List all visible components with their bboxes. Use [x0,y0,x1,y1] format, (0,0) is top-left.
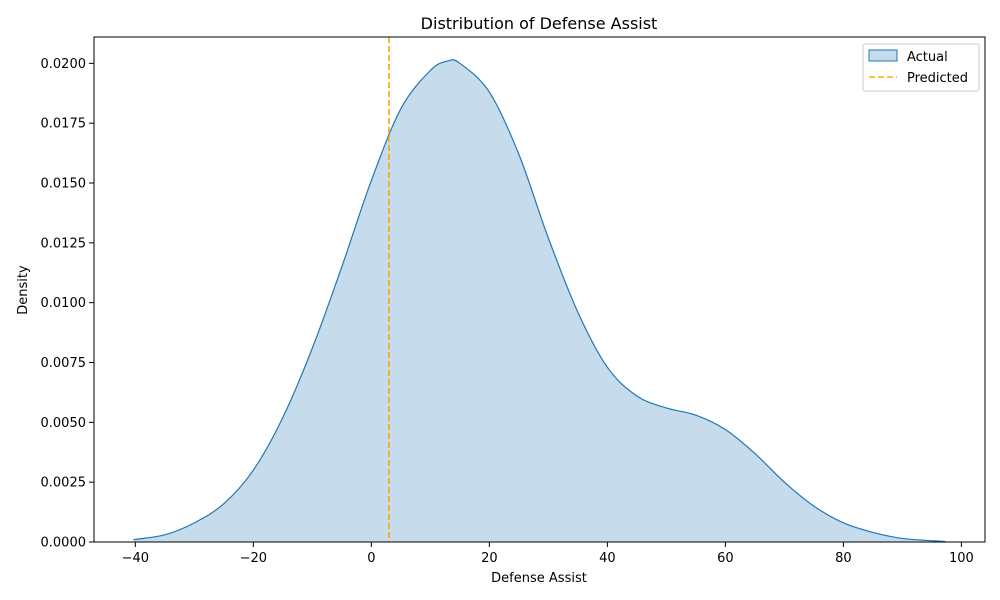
legend-actual-label: Actual [907,50,948,65]
x-tick-label: 40 [599,551,616,566]
x-tick-label: 80 [835,551,852,566]
y-tick-label: 0.0050 [41,416,87,431]
plot-frame [93,36,986,543]
y-tick-label: 0.0075 [41,356,87,371]
actual-density-area [133,59,946,543]
legend-predicted-label: Predicted [907,71,968,86]
chart-title: Distribution of Defense Assist [421,14,658,33]
legend-actual-swatch [868,49,898,62]
y-axis-ticks: 0.0000 0.0025 0.0050 0.0075 0.0100 0.0125 0.01… [41,57,94,551]
y-tick-label: 0.0100 [41,296,87,311]
actual-density-line [133,59,946,543]
y-tick-label: 0.0175 [41,117,87,132]
y-tick-label: 0.0200 [41,57,87,72]
x-tick-label: 20 [481,551,498,566]
x-tick-label: −40 [122,551,149,566]
x-tick-label: 100 [949,551,974,566]
x-axis-ticks: −40 −20 0 20 40 60 80 100 [122,542,974,566]
y-axis-title: Density [16,265,31,315]
x-tick-label: −20 [240,551,267,566]
x-axis-title: Defense Assist [491,571,587,586]
legend: Actual Predicted [862,43,980,92]
y-tick-label: 0.0125 [41,236,87,251]
y-tick-label: 0.0025 [41,476,87,491]
x-tick-label: 60 [717,551,734,566]
x-tick-label: 0 [367,551,375,566]
y-tick-label: 0.0150 [41,176,87,191]
y-tick-label: 0.0000 [41,536,87,551]
